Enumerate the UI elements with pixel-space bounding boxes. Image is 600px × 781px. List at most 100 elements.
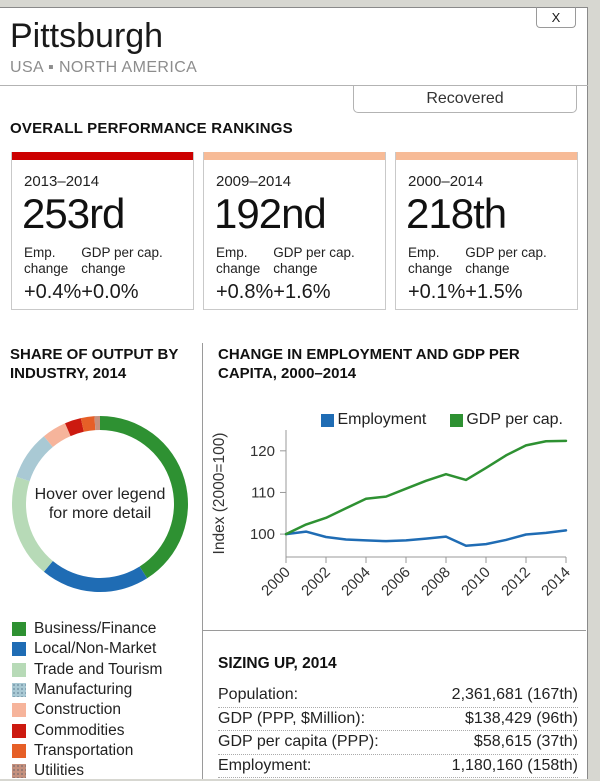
series-line-gdp-per-cap- <box>284 439 568 536</box>
y-tick-label: 120 <box>250 443 275 460</box>
trend-chart: 100 110 120 2000 2002 2004 2006 2008 2010 2012 201… <box>210 424 580 629</box>
x-tick-label: 2014 <box>538 564 574 600</box>
x-tick-label: 2000 <box>258 564 294 600</box>
industry-legend-label: Trade and Tourism <box>34 660 163 678</box>
industry-legend-label: Transportation <box>34 741 134 759</box>
donut-slice-construction[interactable] <box>43 423 71 447</box>
sizing-row-value: $58,615 (37th) <box>473 733 578 750</box>
sizing-row-label: Population: <box>218 686 299 703</box>
donut-slice-business-finance[interactable] <box>100 416 189 579</box>
industry-legend-swatch <box>12 743 26 758</box>
sizing-row-value: $138,429 (96th) <box>465 709 578 727</box>
page-subtitle: USA ▪ NORTH AMERICA <box>10 59 198 76</box>
industry-legend-swatch <box>12 683 26 698</box>
ranking-metric-label: GDP per cap. change <box>273 245 355 276</box>
ranking-card: 2000–2014 218th Emp. change +0.1% GDP per ca… <box>395 152 578 310</box>
ranking-card-accent-bar <box>12 152 193 160</box>
ranking-metric-value: +0.0% <box>81 281 139 304</box>
industry-section-heading: SHARE OF OUTPUT BY INDUSTRY, 2014 <box>10 346 179 382</box>
industry-legend-swatch <box>12 622 26 637</box>
close-button[interactable]: X <box>536 7 576 28</box>
ranking-card-accent-bar <box>396 152 577 160</box>
x-tick-label: 2002 <box>298 564 334 600</box>
sizing-row-label: GDP (PPP, $Million): <box>218 709 366 727</box>
city-profile-panel: X Pittsburgh USA ▪ NORTH AMERICA Recover… <box>0 7 588 779</box>
ranking-card-accent-bar <box>204 152 385 160</box>
sizing-row-label: GDP per capita (PPP): <box>218 733 379 750</box>
industry-legend-item[interactable]: Business/Finance <box>12 619 162 639</box>
sizing-heading: SIZING UP, 2014 <box>218 655 337 672</box>
donut-slice-transportation[interactable] <box>80 416 96 432</box>
industry-legend-item[interactable]: Commodities <box>12 720 162 740</box>
x-tick-label: 2012 <box>498 564 534 600</box>
ranking-period: 2013–2014 <box>24 173 100 190</box>
industry-donut-svg <box>11 416 189 592</box>
sizing-divider <box>202 630 586 631</box>
industry-legend-swatch <box>12 642 26 657</box>
ranking-rank: 192nd <box>214 190 327 237</box>
series-line-employment <box>284 529 568 548</box>
y-tick-label: 100 <box>250 526 275 543</box>
ranking-metric: Emp. change +0.4% <box>24 245 81 304</box>
industry-legend: Business/Finance Local/Non-Market Trade an… <box>12 619 162 781</box>
ranking-metric-value: +0.8% <box>216 281 274 304</box>
industry-legend-item[interactable]: Manufacturing <box>12 680 162 700</box>
x-tick-label: 2008 <box>418 564 454 600</box>
trend-legend-item[interactable]: Employment <box>321 411 426 429</box>
industry-legend-label: Utilities <box>34 762 84 780</box>
donut-slice-manufacturing[interactable] <box>16 436 53 482</box>
industry-legend-item[interactable]: Construction <box>12 700 162 720</box>
industry-donut-chart: Hover over legend for more detail <box>10 414 190 594</box>
recovery-status-tab[interactable]: Recovered <box>353 86 577 113</box>
ranking-metrics: Emp. change +0.4% GDP per cap. change +0.0% <box>12 245 193 304</box>
ranking-metric: Emp. change +0.8% <box>216 245 273 304</box>
industry-legend-swatch <box>12 662 26 677</box>
ranking-period: 2009–2014 <box>216 173 292 190</box>
x-tick-label: 2010 <box>458 564 494 600</box>
ranking-metric-label: Emp. change <box>24 245 69 276</box>
ranking-metric: GDP per cap. change +1.5% <box>465 245 567 304</box>
ranking-card: 2009–2014 192nd Emp. change +0.8% GDP per ca… <box>203 152 386 310</box>
ranking-metric: GDP per cap. change +0.0% <box>81 245 183 304</box>
y-tick-label: 110 <box>251 484 275 501</box>
rankings-heading: OVERALL PERFORMANCE RANKINGS <box>10 120 293 137</box>
sizing-row-value: 1,180,160 (158th) <box>451 756 578 774</box>
ranking-card: 2013–2014 253rd Emp. change +0.4% GDP per ca… <box>11 152 194 310</box>
industry-legend-item[interactable]: Trade and Tourism <box>12 660 162 680</box>
trend-legend-label: Employment <box>337 411 427 428</box>
ranking-metric: GDP per cap. change +1.6% <box>273 245 375 304</box>
industry-legend-item[interactable]: Utilities <box>12 761 162 781</box>
industry-legend-swatch <box>12 703 26 718</box>
ranking-metric-label: Emp. change <box>408 245 453 276</box>
sizing-row: GDP (PPP, $Million): $138,429 (96th) <box>218 708 578 731</box>
ranking-period: 2000–2014 <box>408 173 484 190</box>
industry-legend-label: Commodities <box>34 721 125 739</box>
ranking-metric-value: +0.1% <box>408 281 466 304</box>
donut-slice-commodities[interactable] <box>65 418 84 437</box>
industry-legend-label: Local/Non-Market <box>34 640 157 658</box>
donut-slice-trade-and-tourism[interactable] <box>11 476 53 572</box>
x-tick-label: 2006 <box>378 564 414 600</box>
x-tick-label: 2004 <box>338 564 374 600</box>
industry-legend-item[interactable]: Transportation <box>12 741 162 761</box>
ranking-metric-value: +1.5% <box>465 281 523 304</box>
ranking-cards: 2013–2014 253rd Emp. change +0.4% GDP per ca… <box>11 152 579 310</box>
donut-slice-local-non-market[interactable] <box>43 561 148 592</box>
sizing-row: GDP per capita (PPP): $58,615 (37th) <box>218 731 578 755</box>
ranking-metric-label: Emp. change <box>216 245 261 276</box>
industry-legend-item[interactable]: Local/Non-Market <box>12 639 162 659</box>
ranking-metric-label: GDP per cap. change <box>81 245 163 276</box>
ranking-metrics: Emp. change +0.8% GDP per cap. change +1.6% <box>204 245 385 304</box>
donut-slice-utilities[interactable] <box>94 416 100 431</box>
sizing-row: Employment: 1,180,160 (158th) <box>218 755 578 778</box>
section-divider-vertical <box>202 343 203 779</box>
sizing-row-value: 2,361,681 (167th) <box>451 686 578 703</box>
trend-legend-item[interactable]: GDP per cap. <box>450 411 563 429</box>
header-divider <box>0 85 588 86</box>
sizing-table: Population: 2,361,681 (167th) GDP (PPP, $M… <box>218 684 578 778</box>
ranking-metric-value: +1.6% <box>273 281 331 304</box>
trend-chart-svg: 100 110 120 2000 2002 2004 2006 2008 2010 2012 201… <box>211 430 574 600</box>
ranking-metric-value: +0.4% <box>24 281 82 304</box>
ranking-metric: Emp. change +0.1% <box>408 245 465 304</box>
trend-chart-legend: Employment GDP per cap. <box>321 411 563 429</box>
